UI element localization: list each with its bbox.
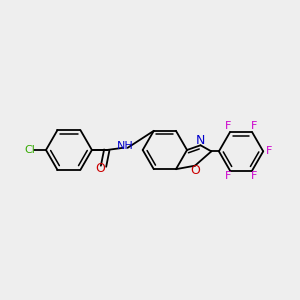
Text: F: F [225, 121, 231, 131]
Text: F: F [266, 146, 272, 156]
Text: O: O [190, 164, 200, 177]
Text: O: O [95, 162, 105, 176]
Text: F: F [251, 172, 257, 182]
Text: F: F [251, 121, 257, 131]
Text: NH: NH [116, 142, 133, 152]
Text: N: N [196, 134, 205, 147]
Text: Cl: Cl [25, 145, 36, 155]
Text: F: F [225, 172, 231, 182]
